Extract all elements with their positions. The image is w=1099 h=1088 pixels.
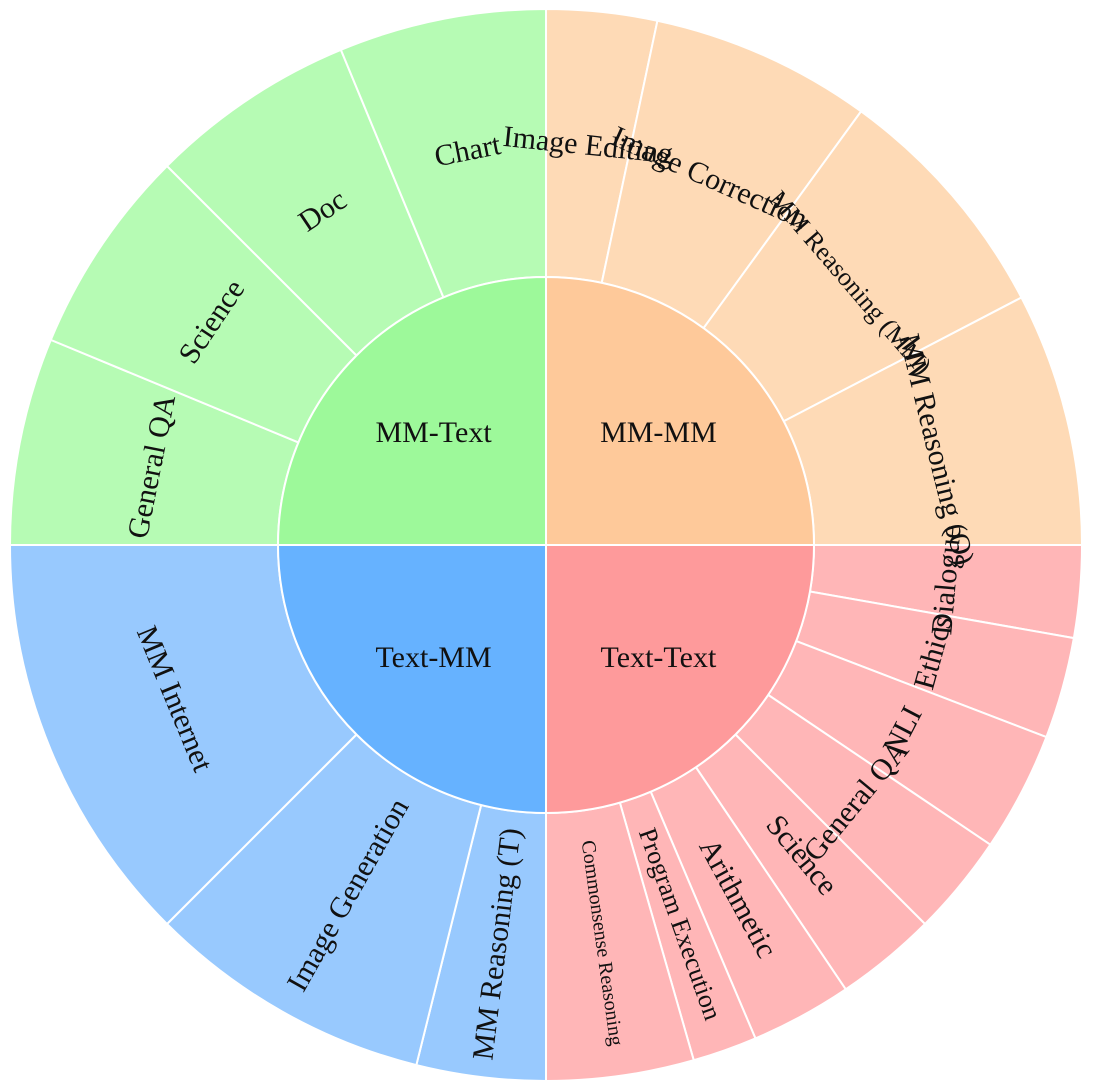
slice-text-mm xyxy=(276,544,547,815)
label-mm-text: MM-Text xyxy=(375,416,492,449)
slice-text-text xyxy=(545,544,816,815)
slice-mm-mm xyxy=(545,275,816,546)
label-text-mm: Text-MM xyxy=(375,641,491,674)
label-mm-mm: MM-MM xyxy=(600,416,717,449)
label-text-text: Text-Text xyxy=(601,641,717,674)
slice-mm-text xyxy=(276,275,547,546)
